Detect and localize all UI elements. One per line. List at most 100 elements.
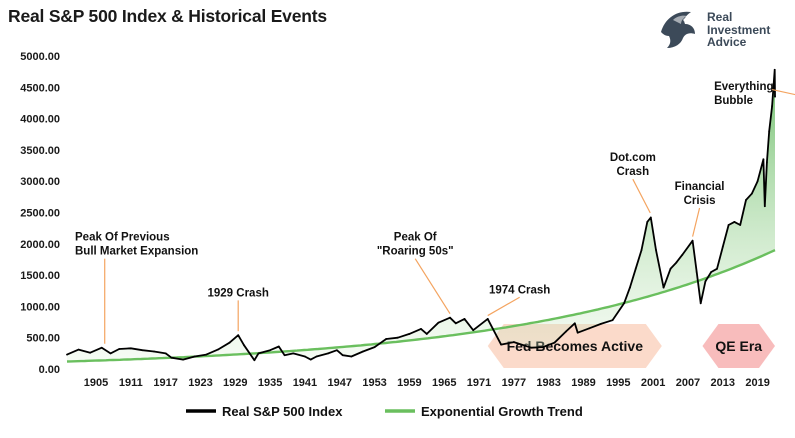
index-data-point (253, 359, 256, 362)
index-data-point (541, 346, 544, 348)
x-tick-label: 2019 (745, 377, 769, 389)
x-tick-label: 1965 (432, 377, 456, 389)
y-tick-label: 500.00 (26, 333, 60, 345)
index-data-point (77, 348, 80, 351)
index-data-point (739, 224, 742, 226)
index-data-point (669, 267, 672, 270)
index-data-point (750, 192, 753, 195)
index-data-point (662, 286, 665, 289)
annotation-leader-line (632, 178, 651, 214)
index-data-point (530, 346, 533, 349)
index-data-point (335, 349, 338, 352)
index-data-point (629, 286, 631, 289)
annotation-label: Everything (714, 81, 773, 93)
index-data-point (675, 261, 678, 264)
index-data-point (350, 355, 353, 358)
index-data-point (153, 350, 155, 353)
index-data-point (649, 216, 652, 219)
index-data-point (396, 336, 399, 339)
index-data-point (646, 220, 649, 223)
index-data-point (553, 341, 556, 344)
y-tick-label: 0.00 (39, 364, 60, 376)
index-data-point (309, 358, 312, 361)
annotation-label: 1929 Crash (208, 287, 269, 299)
index-data-point (257, 352, 260, 355)
chart-title: Real S&P 500 Index & Historical Events (8, 6, 327, 26)
index-data-point (486, 318, 489, 320)
index-data-point (341, 354, 344, 357)
index-data-point (362, 350, 364, 353)
x-tick-label: 1941 (293, 377, 317, 389)
annotation-label: Peak Of Previous (75, 232, 170, 244)
annotation-label: Bull Market Expansion (75, 246, 198, 258)
index-data-point (66, 353, 68, 356)
index-data-point (216, 348, 219, 351)
index-data-point (205, 353, 208, 356)
index-data-point (500, 343, 502, 346)
index-data-point (745, 199, 747, 201)
index-data-point (512, 341, 515, 343)
index-data-point (454, 322, 457, 325)
index-data-point (89, 351, 92, 354)
index-data-point (449, 316, 451, 319)
index-data-point (193, 355, 196, 358)
annotation-label: "Roaring 50s" (377, 246, 454, 258)
index-data-point (774, 95, 776, 98)
index-data-point (733, 220, 736, 223)
index-data-point (763, 205, 766, 208)
eagle-icon (661, 11, 695, 48)
index-data-point (327, 352, 330, 355)
index-data-point (762, 158, 765, 161)
index-data-point (182, 358, 184, 361)
brand-line-3: Advice (707, 35, 747, 49)
annotation-leader-line (771, 88, 795, 96)
y-tick-label: 3000.00 (20, 176, 60, 188)
index-data-point (704, 280, 707, 283)
x-tick-label: 1959 (397, 377, 421, 389)
index-data-point (623, 302, 626, 305)
x-tick-label: 1989 (571, 377, 595, 389)
index-data-point (573, 322, 576, 325)
y-tick-label: 3500.00 (20, 145, 60, 157)
y-tick-label: 4500.00 (20, 82, 60, 94)
x-tick-label: 1995 (606, 377, 630, 389)
index-data-point (373, 346, 376, 348)
index-data-point (408, 333, 411, 335)
index-data-point (385, 338, 388, 340)
x-tick-label: 1953 (362, 377, 386, 389)
trend-series-line (66, 249, 776, 363)
index-data-point (756, 180, 759, 183)
index-data-point (681, 254, 684, 256)
brand-line-1: Real (707, 10, 733, 24)
index-data-point (727, 224, 730, 226)
annotation-label: Peak Of (394, 232, 437, 244)
y-tick-label: 1500.00 (20, 270, 60, 282)
y-tick-label: 5000.00 (20, 51, 60, 63)
y-tick-label: 4000.00 (20, 114, 60, 126)
annotation-label: Crash (617, 166, 650, 178)
y-tick-label: 2000.00 (20, 239, 60, 251)
x-tick-label: 1971 (467, 377, 491, 389)
index-trend-fill (67, 82, 775, 362)
annotation-leader-line (487, 296, 520, 317)
index-data-point (634, 267, 637, 270)
index-data-point (170, 356, 173, 359)
index-data-point (695, 271, 698, 273)
index-data-point (588, 327, 591, 330)
index-data-point (773, 68, 776, 71)
index-data-point (141, 349, 144, 352)
qe-band-arrow (702, 324, 775, 368)
index-data-point (315, 355, 318, 358)
x-tick-label: 1947 (328, 377, 352, 389)
annotation-label: 1974 Crash (489, 284, 550, 296)
x-tick-label: 1983 (536, 377, 560, 389)
index-data-point (237, 334, 240, 337)
brand-logo: Real Investment Advice (655, 6, 790, 54)
annotation-label: Dot.com (610, 152, 656, 164)
annotation-leader-line (692, 207, 701, 237)
index-data-point (771, 105, 773, 107)
x-tick-label: 1977 (502, 377, 526, 389)
x-tick-label: 2007 (676, 377, 700, 389)
annotation-label: Financial (675, 181, 725, 193)
index-data-point (691, 239, 694, 242)
